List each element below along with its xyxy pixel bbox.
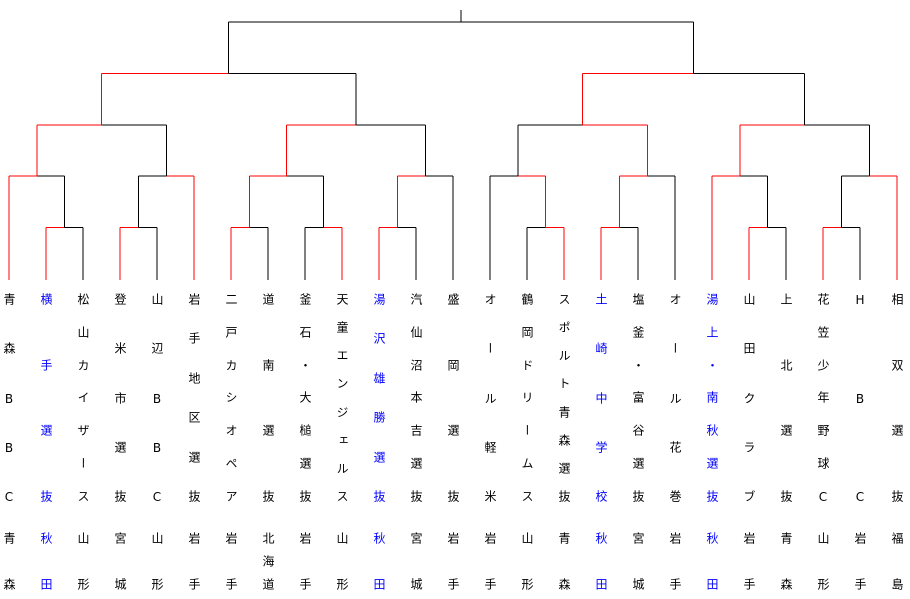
team-prefecture: 山形 [816, 532, 830, 590]
team-prefecture: 秋田 [705, 532, 719, 590]
team-name: 上北選抜 [779, 293, 793, 502]
team-name: 鶴岡ドリームス [520, 293, 534, 502]
team-prefecture: 岩手 [853, 532, 867, 590]
team-name: 岩手地区選抜 [187, 293, 201, 502]
team-prefecture: 青森 [2, 532, 16, 590]
team-prefecture: 岩手 [298, 532, 312, 590]
team-prefecture: 宮城 [113, 532, 127, 590]
team-name: オール花巻 [668, 293, 682, 502]
team-prefecture: 秋田 [39, 532, 53, 590]
team-name: 塩釜・富谷選抜 [631, 293, 645, 502]
team-name: 湯沢雄勝選抜 [372, 293, 386, 502]
team-prefecture: 青森 [557, 532, 571, 590]
team-name: 二戸カシオペア [224, 293, 238, 502]
team-name: 相双選抜 [890, 293, 904, 502]
team-prefecture: 山形 [335, 532, 349, 590]
team-name: スポルト青森選抜 [557, 293, 571, 502]
team-name: 天童エンジェルス [335, 293, 349, 502]
team-prefecture: 山形 [76, 532, 90, 590]
team-prefecture: 山形 [150, 532, 164, 590]
team-prefecture: 岩手 [187, 532, 201, 590]
team-name: 登米市選抜 [113, 293, 127, 502]
team-prefecture: 岩手 [668, 532, 682, 590]
team-name: 汽仙沼本吉選抜 [409, 293, 423, 502]
team-name: 横手選抜 [39, 293, 53, 502]
team-prefecture: 北海道 [261, 532, 275, 590]
team-prefecture: 岩手 [483, 532, 497, 590]
team-name: 土崎中学校 [594, 293, 608, 502]
team-prefecture: 福島 [890, 532, 904, 590]
team-prefecture: 宮城 [409, 532, 423, 590]
team-name: 道南選抜 [261, 293, 275, 502]
team-name: 釜石・大槌選抜 [298, 293, 312, 502]
team-prefecture: 山形 [520, 532, 534, 590]
team-prefecture: 岩手 [742, 532, 756, 590]
team-name: オール軽米 [483, 293, 497, 502]
team-prefecture: 青森 [779, 532, 793, 590]
team-prefecture: 秋田 [372, 532, 386, 590]
team-name: 湯上・南秋選抜 [705, 293, 719, 502]
team-name: 盛岡選抜 [446, 293, 460, 502]
team-name: 松山カイザース [76, 293, 90, 502]
team-prefecture: 宮城 [631, 532, 645, 590]
team-prefecture: 岩手 [446, 532, 460, 590]
team-prefecture: 秋田 [594, 532, 608, 590]
team-prefecture: 岩手 [224, 532, 238, 590]
team-name: 山田クラブ [742, 293, 756, 502]
